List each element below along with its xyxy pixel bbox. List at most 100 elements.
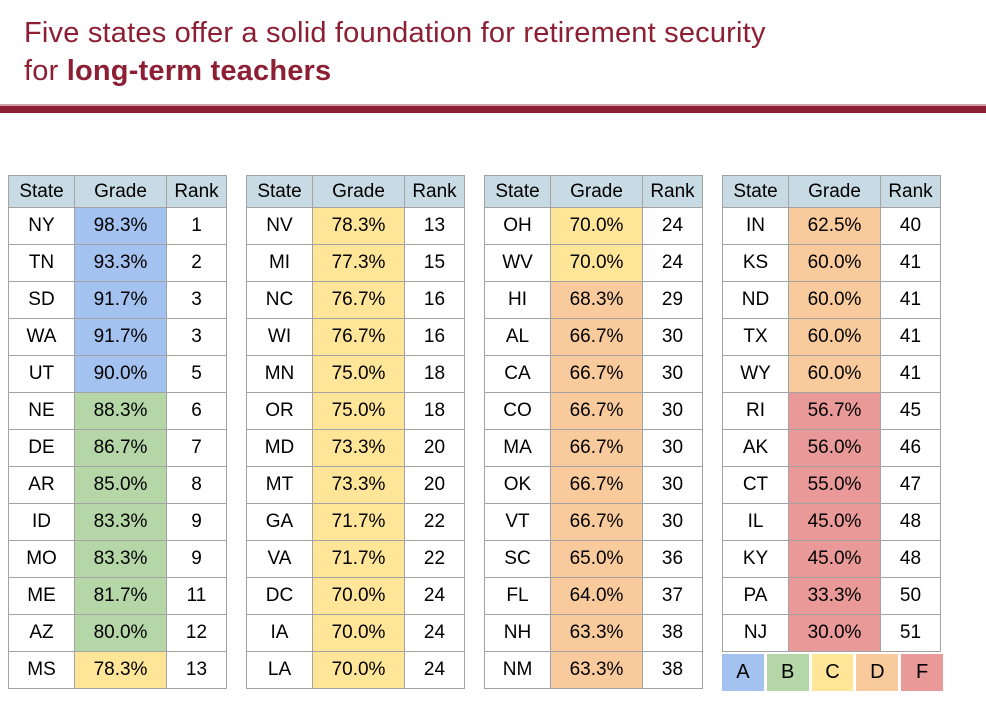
rank-cell: 38 <box>642 651 703 689</box>
rank-cell: 48 <box>880 540 941 578</box>
rank-cell: 36 <box>642 540 703 578</box>
state-cell: MO <box>8 540 75 578</box>
state-cell: VT <box>484 503 551 541</box>
grade-cell: 76.7% <box>312 318 405 356</box>
rank-cell: 24 <box>404 651 465 689</box>
state-cell: WI <box>246 318 313 356</box>
table-row: UT 90.0% 5 <box>8 355 227 393</box>
grade-cell: 70.0% <box>550 244 643 282</box>
rank-cell: 22 <box>404 503 465 541</box>
grade-cell: 78.3% <box>74 651 167 689</box>
grade-cell: 71.7% <box>312 503 405 541</box>
grade-cell: 83.3% <box>74 503 167 541</box>
page-title: Five states offer a solid foundation for… <box>0 0 986 90</box>
grade-table-3: State Grade Rank OH 70.0% 24 WV 70.0% 24 HI 68.3% 2… <box>484 175 703 689</box>
table-row: AL 66.7% 30 <box>484 318 703 356</box>
rank-cell: 15 <box>404 244 465 282</box>
grade-cell: 60.0% <box>788 318 881 356</box>
state-cell: NJ <box>722 614 789 652</box>
table-row: MT 73.3% 20 <box>246 466 465 504</box>
grade-cell: 81.7% <box>74 577 167 615</box>
state-cell: MS <box>8 651 75 689</box>
state-cell: NM <box>484 651 551 689</box>
state-cell: DE <box>8 429 75 467</box>
rank-cell: 12 <box>166 614 227 652</box>
rank-cell: 46 <box>880 429 941 467</box>
table-row: PA 33.3% 50 <box>722 577 941 615</box>
rank-cell: 1 <box>166 207 227 245</box>
state-cell: TX <box>722 318 789 356</box>
state-cell: IL <box>722 503 789 541</box>
state-cell: KY <box>722 540 789 578</box>
state-cell: RI <box>722 392 789 430</box>
column-header-state: State <box>8 175 75 208</box>
grade-tables: State Grade Rank NY 98.3% 1 TN 93.3% 2 SD 91.7% 3 WA… <box>8 175 986 691</box>
table-row: NM 63.3% 38 <box>484 651 703 689</box>
rank-cell: 3 <box>166 281 227 319</box>
rank-cell: 50 <box>880 577 941 615</box>
rank-cell: 8 <box>166 466 227 504</box>
table-row: SD 91.7% 3 <box>8 281 227 319</box>
table-row: ID 83.3% 9 <box>8 503 227 541</box>
table-row: WI 76.7% 16 <box>246 318 465 356</box>
grade-cell: 60.0% <box>788 244 881 282</box>
table-row: LA 70.0% 24 <box>246 651 465 689</box>
state-cell: IA <box>246 614 313 652</box>
grade-cell: 70.0% <box>312 651 405 689</box>
grade-cell: 63.3% <box>550 651 643 689</box>
table-column-4: State Grade Rank IN 62.5% 40 KS 60.0% 41 ND 60.0% 4… <box>722 175 943 691</box>
rank-cell: 37 <box>642 577 703 615</box>
grade-cell: 77.3% <box>312 244 405 282</box>
state-cell: SC <box>484 540 551 578</box>
rank-cell: 6 <box>166 392 227 430</box>
rank-cell: 5 <box>166 355 227 393</box>
rank-cell: 30 <box>642 503 703 541</box>
grade-cell: 68.3% <box>550 281 643 319</box>
table-row: MA 66.7% 30 <box>484 429 703 467</box>
state-cell: OK <box>484 466 551 504</box>
legend-item-d: D <box>856 654 899 691</box>
grade-cell: 45.0% <box>788 503 881 541</box>
rank-cell: 41 <box>880 355 941 393</box>
grade-cell: 73.3% <box>312 429 405 467</box>
grade-table-1: State Grade Rank NY 98.3% 1 TN 93.3% 2 SD 91.7% 3 WA… <box>8 175 227 689</box>
column-header-state: State <box>484 175 551 208</box>
header-row: State Grade Rank <box>246 175 465 208</box>
table-row: OK 66.7% 30 <box>484 466 703 504</box>
grade-cell: 55.0% <box>788 466 881 504</box>
table-row: WV 70.0% 24 <box>484 244 703 282</box>
table-row: TX 60.0% 41 <box>722 318 941 356</box>
state-cell: LA <box>246 651 313 689</box>
table-row: NJ 30.0% 51 <box>722 614 941 652</box>
table-row: DC 70.0% 24 <box>246 577 465 615</box>
state-cell: TN <box>8 244 75 282</box>
rank-cell: 16 <box>404 318 465 356</box>
table-row: VA 71.7% 22 <box>246 540 465 578</box>
legend-item-b: B <box>766 654 809 691</box>
grade-cell: 56.0% <box>788 429 881 467</box>
rank-cell: 18 <box>404 392 465 430</box>
state-cell: WV <box>484 244 551 282</box>
grade-cell: 66.7% <box>550 429 643 467</box>
state-cell: GA <box>246 503 313 541</box>
column-header-grade: Grade <box>788 175 881 208</box>
state-cell: AL <box>484 318 551 356</box>
table-row: IL 45.0% 48 <box>722 503 941 541</box>
table-row: IN 62.5% 40 <box>722 207 941 245</box>
state-cell: AZ <box>8 614 75 652</box>
state-cell: KS <box>722 244 789 282</box>
column-header-state: State <box>722 175 789 208</box>
table-row: AK 56.0% 46 <box>722 429 941 467</box>
column-header-grade: Grade <box>74 175 167 208</box>
state-cell: NC <box>246 281 313 319</box>
table-row: RI 56.7% 45 <box>722 392 941 430</box>
rank-cell: 41 <box>880 244 941 282</box>
grade-cell: 66.7% <box>550 318 643 356</box>
state-cell: FL <box>484 577 551 615</box>
rank-cell: 9 <box>166 540 227 578</box>
grade-cell: 60.0% <box>788 355 881 393</box>
column-header-grade: Grade <box>550 175 643 208</box>
grade-cell: 98.3% <box>74 207 167 245</box>
state-cell: WY <box>722 355 789 393</box>
state-cell: MI <box>246 244 313 282</box>
